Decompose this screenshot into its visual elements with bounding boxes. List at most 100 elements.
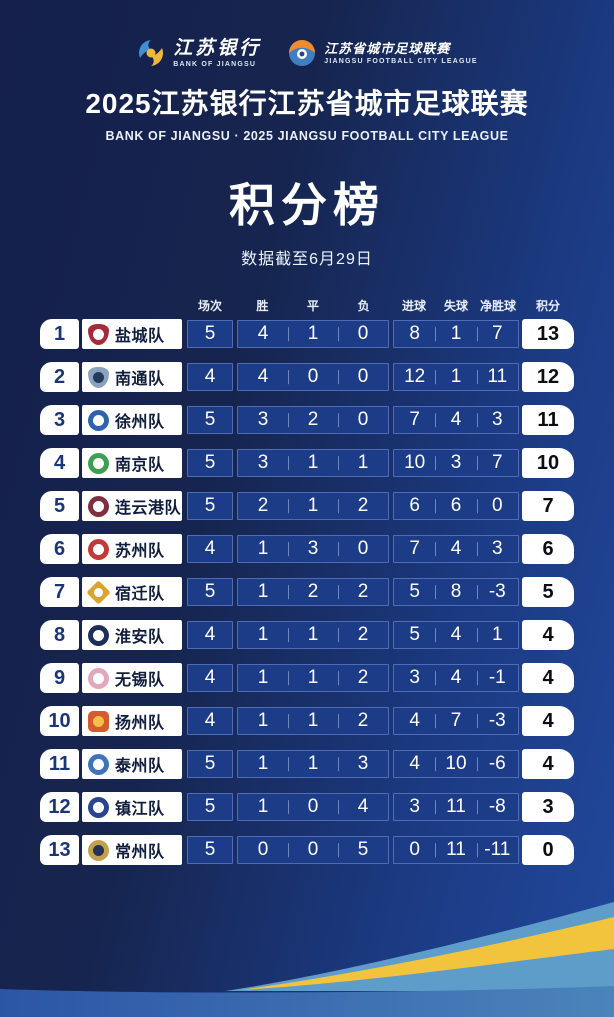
points-cell: 13	[522, 319, 574, 349]
team-cell: 连云港队	[82, 491, 182, 521]
loss-value: 2	[338, 710, 388, 732]
table-row: 5 连云港队 5 2 1 2 6 6 0 7	[40, 491, 574, 521]
team-cell: 徐州队	[82, 405, 182, 435]
goal-diff-value: -1	[477, 667, 518, 689]
wdl-box: 3 2 0	[237, 406, 389, 434]
goal-diff-value: 3	[477, 538, 518, 560]
team-cell: 无锡队	[82, 663, 182, 693]
team-logo-icon	[88, 667, 109, 689]
yellow-swoosh	[240, 917, 614, 990]
wdl-box: 1 1 2	[237, 707, 389, 735]
rank-badge: 13	[40, 835, 79, 865]
points-cell: 4	[522, 749, 574, 779]
draw-value: 1	[288, 710, 338, 732]
played-value: 4	[204, 710, 216, 731]
table-row: 12 镇江队 5 1 0 4 3 11 -8 3	[40, 792, 574, 822]
played-box: 4	[187, 621, 233, 649]
loss-value: 4	[338, 796, 388, 818]
team-name: 扬州队	[115, 715, 165, 732]
col-header-draw: 平	[307, 298, 320, 313]
win-value: 1	[257, 710, 269, 731]
wdl-box: 1 2 2	[237, 578, 389, 606]
wdl-box: 2 1 2	[237, 492, 389, 520]
goals-for-value: 3	[409, 667, 420, 688]
win-value: 1	[257, 796, 269, 817]
goals-against-value: 1	[435, 323, 476, 345]
goals-for-value: 5	[409, 581, 420, 602]
draw-value: 0	[288, 839, 338, 861]
goals-against-value: 6	[435, 495, 476, 517]
standings-title: 积分榜	[229, 179, 385, 231]
loss-value: 1	[338, 452, 388, 474]
goals-box: 8 1 7	[393, 320, 519, 348]
rank-badge: 11	[40, 749, 79, 779]
win-value: 3	[257, 409, 269, 430]
draw-value: 1	[288, 495, 338, 517]
goal-diff-value: -6	[477, 753, 518, 775]
goals-against-value: 1	[435, 366, 476, 388]
team-logo-icon	[88, 538, 109, 560]
loss-value: 0	[338, 366, 388, 388]
loss-value: 0	[338, 409, 388, 431]
goal-diff-value: 3	[477, 409, 518, 431]
team-cell: 常州队	[82, 835, 182, 865]
page-title: 2025江苏银行江苏省城市足球联赛	[85, 88, 529, 119]
goals-box: 4 7 -3	[393, 707, 519, 735]
wdl-box: 1 1 2	[237, 664, 389, 692]
team-name: 南京队	[115, 457, 165, 474]
team-name: 淮安队	[115, 629, 165, 646]
rank-badge: 1	[40, 319, 79, 349]
goal-diff-value: 0	[477, 495, 518, 517]
loss-value: 0	[338, 323, 388, 345]
played-box: 5	[187, 406, 233, 434]
rank-badge: 7	[40, 577, 79, 607]
loss-value: 2	[338, 667, 388, 689]
table-header-row: 场次 胜 平 负 进球 失球 净胜球 积分	[40, 295, 574, 315]
goals-against-value: 11	[435, 796, 476, 818]
team-name: 泰州队	[115, 758, 165, 775]
rank-badge: 3	[40, 405, 79, 435]
header-logos: 江苏银行 BANK OF JIANGSU 江苏省城市足球联赛 JIANGSU F…	[0, 0, 614, 68]
goals-box: 7 4 3	[393, 406, 519, 434]
team-logo-icon	[88, 495, 109, 517]
goal-diff-value: 7	[477, 452, 518, 474]
goals-box: 12 1 11	[393, 363, 519, 391]
team-name: 镇江队	[115, 801, 165, 818]
team-logo-icon	[88, 710, 109, 732]
win-value: 1	[257, 538, 269, 559]
win-value: 3	[257, 452, 269, 473]
league-logo: 江苏省城市足球联赛 JIANGSU FOOTBALL CITY LEAGUE	[287, 38, 478, 68]
col-header-goal-diff: 净胜球	[479, 298, 516, 313]
played-value: 5	[204, 581, 216, 602]
rank-badge: 6	[40, 534, 79, 564]
win-value: 1	[257, 667, 269, 688]
bank-of-jiangsu-logo: 江苏银行 BANK OF JIANGSU	[136, 38, 261, 68]
played-value: 5	[204, 839, 216, 860]
bank-of-jiangsu-logo-icon	[139, 40, 164, 66]
win-value: 4	[257, 366, 269, 387]
goals-box: 3 11 -8	[393, 793, 519, 821]
team-name: 无锡队	[115, 672, 165, 689]
team-name: 苏州队	[115, 543, 165, 560]
win-value: 1	[257, 753, 269, 774]
table-body: 1 盐城队 5 4 1 0 8 1 7 13 2 南通队 4 4 0	[40, 319, 574, 865]
col-header-goals-against: 失球	[443, 298, 468, 313]
draw-value: 1	[288, 753, 338, 775]
team-cell: 扬州队	[82, 706, 182, 736]
royal-blue-band	[0, 986, 614, 1017]
goal-diff-value: -8	[477, 796, 518, 818]
played-box: 5	[187, 836, 233, 864]
table-row: 7 宿迁队 5 1 2 2 5 8 -3 5	[40, 577, 574, 607]
win-value: 1	[257, 581, 269, 602]
team-logo-icon	[88, 839, 109, 861]
bank-logo-en: BANK OF JIANGSU	[173, 60, 257, 68]
team-logo-icon	[88, 753, 109, 775]
page-subtitle: BANK OF JIANGSU · 2025 JIANGSU FOOTBALL …	[105, 129, 509, 143]
goals-for-value: 5	[409, 624, 420, 645]
col-header-loss: 负	[357, 298, 370, 313]
win-value: 4	[257, 323, 269, 344]
team-name: 盐城队	[115, 328, 165, 345]
points-cell: 10	[522, 448, 574, 478]
goals-for-value: 8	[409, 323, 420, 344]
played-box: 4	[187, 664, 233, 692]
